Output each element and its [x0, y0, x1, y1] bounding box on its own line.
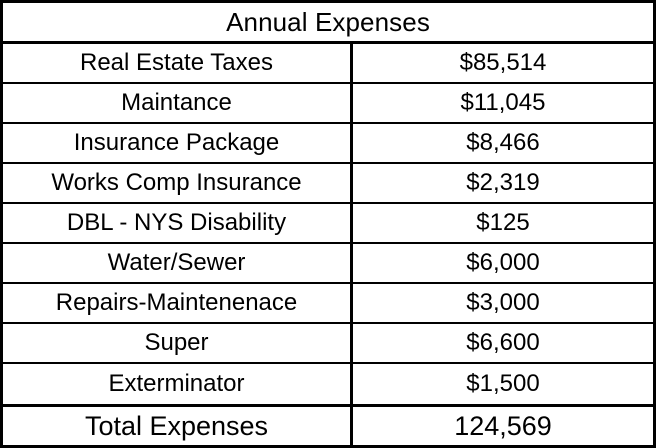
- table-row: Super $6,600: [3, 324, 653, 364]
- row-label: Repairs-Maintenenace: [3, 284, 353, 322]
- table-row: Exterminator $1,500: [3, 364, 653, 404]
- table-row: DBL - NYS Disability $125: [3, 204, 653, 244]
- total-label: Total Expenses: [3, 407, 353, 445]
- row-value: $85,514: [459, 49, 547, 76]
- row-value: $2,319: [466, 169, 540, 196]
- row-label: DBL - NYS Disability: [3, 204, 353, 242]
- row-label: Works Comp Insurance: [3, 164, 353, 202]
- table-body: Real Estate Taxes $85,514 Maintance $11,…: [3, 44, 653, 404]
- table-title: Annual Expenses: [3, 3, 653, 44]
- row-label: Maintance: [3, 84, 353, 122]
- row-value: $11,045: [460, 89, 546, 116]
- row-value: $3,000: [466, 289, 540, 316]
- row-label: Exterminator: [3, 364, 353, 404]
- row-value: $1,500: [466, 370, 540, 397]
- row-label: Insurance Package: [3, 124, 353, 162]
- table-row: Water/Sewer $6,000: [3, 244, 653, 284]
- row-value: $125: [476, 209, 530, 236]
- row-label: Water/Sewer: [3, 244, 353, 282]
- row-label: Real Estate Taxes: [3, 44, 353, 82]
- row-label: Super: [3, 324, 353, 362]
- row-value: $8,466: [466, 129, 540, 156]
- table-row: Real Estate Taxes $85,514: [3, 44, 653, 84]
- table-row: Repairs-Maintenenace $3,000: [3, 284, 653, 324]
- table-row: Maintance $11,045: [3, 84, 653, 124]
- row-value: $6,600: [466, 329, 540, 356]
- table-row: Insurance Package $8,466: [3, 124, 653, 164]
- total-value: 124,569: [454, 410, 552, 441]
- total-row: Total Expenses 124,569: [3, 404, 653, 445]
- table-row: Works Comp Insurance $2,319: [3, 164, 653, 204]
- row-value: $6,000: [466, 249, 540, 276]
